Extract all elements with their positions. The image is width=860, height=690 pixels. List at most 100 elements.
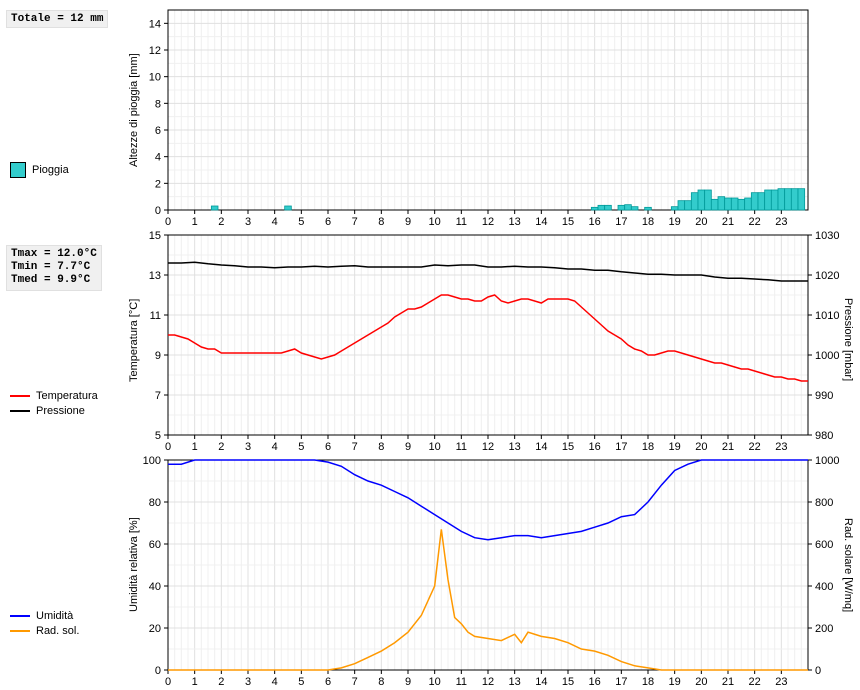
svg-text:0: 0 (155, 205, 161, 217)
svg-text:990: 990 (815, 390, 833, 402)
svg-text:4: 4 (272, 216, 278, 228)
svg-text:800: 800 (815, 497, 833, 509)
svg-text:18: 18 (642, 441, 654, 453)
svg-text:1000: 1000 (815, 455, 839, 467)
svg-text:12: 12 (482, 676, 494, 688)
svg-text:15: 15 (562, 676, 574, 688)
svg-text:23: 23 (775, 676, 787, 688)
svg-text:3: 3 (245, 216, 251, 228)
charts-svg: 0246810121401234567891011121314151617181… (0, 0, 860, 690)
svg-text:9: 9 (405, 676, 411, 688)
svg-text:0: 0 (165, 441, 171, 453)
svg-text:12: 12 (482, 216, 494, 228)
svg-text:100: 100 (143, 455, 161, 467)
svg-text:15: 15 (149, 230, 161, 242)
svg-text:21: 21 (722, 441, 734, 453)
svg-text:22: 22 (749, 441, 761, 453)
svg-text:17: 17 (615, 676, 627, 688)
svg-text:14: 14 (535, 676, 547, 688)
svg-text:12: 12 (482, 441, 494, 453)
svg-text:8: 8 (378, 216, 384, 228)
svg-text:20: 20 (695, 676, 707, 688)
svg-text:40: 40 (149, 581, 161, 593)
svg-text:2: 2 (218, 216, 224, 228)
svg-text:16: 16 (589, 216, 601, 228)
svg-text:2: 2 (155, 178, 161, 190)
svg-text:1: 1 (192, 676, 198, 688)
svg-text:9: 9 (405, 216, 411, 228)
svg-text:4: 4 (272, 441, 278, 453)
svg-text:14: 14 (535, 216, 547, 228)
svg-text:23: 23 (775, 216, 787, 228)
svg-text:60: 60 (149, 539, 161, 551)
svg-text:10: 10 (429, 216, 441, 228)
svg-text:5: 5 (298, 216, 304, 228)
svg-text:3: 3 (245, 676, 251, 688)
svg-text:14: 14 (535, 441, 547, 453)
svg-text:1000: 1000 (815, 350, 839, 362)
svg-text:0: 0 (815, 665, 821, 677)
svg-text:12: 12 (149, 45, 161, 57)
svg-text:10: 10 (429, 676, 441, 688)
svg-text:7: 7 (352, 216, 358, 228)
svg-text:14: 14 (149, 18, 161, 30)
svg-text:20: 20 (695, 441, 707, 453)
svg-text:6: 6 (325, 216, 331, 228)
svg-text:16: 16 (589, 676, 601, 688)
svg-text:200: 200 (815, 623, 833, 635)
svg-text:10: 10 (429, 441, 441, 453)
svg-text:10: 10 (149, 72, 161, 84)
svg-text:1010: 1010 (815, 310, 839, 322)
svg-text:6: 6 (325, 441, 331, 453)
svg-text:6: 6 (325, 676, 331, 688)
svg-text:0: 0 (165, 676, 171, 688)
svg-text:15: 15 (562, 441, 574, 453)
svg-text:13: 13 (149, 270, 161, 282)
svg-text:80: 80 (149, 497, 161, 509)
svg-text:13: 13 (509, 216, 521, 228)
svg-text:2: 2 (218, 676, 224, 688)
svg-text:1030: 1030 (815, 230, 839, 242)
svg-text:9: 9 (405, 441, 411, 453)
svg-text:11: 11 (150, 310, 161, 322)
svg-text:18: 18 (642, 676, 654, 688)
svg-text:1020: 1020 (815, 270, 839, 282)
svg-text:9: 9 (155, 350, 161, 362)
svg-text:22: 22 (749, 676, 761, 688)
svg-text:3: 3 (245, 441, 251, 453)
svg-text:13: 13 (509, 676, 521, 688)
svg-text:8: 8 (378, 441, 384, 453)
svg-text:5: 5 (155, 430, 161, 442)
svg-text:0: 0 (155, 665, 161, 677)
svg-text:17: 17 (615, 441, 627, 453)
svg-text:15: 15 (562, 216, 574, 228)
svg-text:7: 7 (352, 441, 358, 453)
svg-text:980: 980 (815, 430, 833, 442)
svg-text:8: 8 (378, 676, 384, 688)
svg-text:5: 5 (298, 441, 304, 453)
svg-text:11: 11 (456, 216, 467, 228)
svg-text:13: 13 (509, 441, 521, 453)
svg-text:7: 7 (155, 390, 161, 402)
svg-text:11: 11 (456, 676, 467, 688)
svg-text:8: 8 (155, 98, 161, 110)
svg-text:7: 7 (352, 676, 358, 688)
svg-text:600: 600 (815, 539, 833, 551)
svg-text:400: 400 (815, 581, 833, 593)
svg-text:4: 4 (272, 676, 278, 688)
svg-text:0: 0 (165, 216, 171, 228)
svg-text:21: 21 (722, 676, 734, 688)
svg-text:18: 18 (642, 216, 654, 228)
svg-text:20: 20 (149, 623, 161, 635)
svg-text:4: 4 (155, 152, 161, 164)
svg-text:19: 19 (669, 441, 681, 453)
svg-text:11: 11 (456, 441, 467, 453)
svg-text:23: 23 (775, 441, 787, 453)
svg-text:16: 16 (589, 441, 601, 453)
svg-text:20: 20 (695, 216, 707, 228)
svg-text:22: 22 (749, 216, 761, 228)
svg-text:19: 19 (669, 216, 681, 228)
svg-text:21: 21 (722, 216, 734, 228)
svg-text:6: 6 (155, 125, 161, 137)
svg-text:19: 19 (669, 676, 681, 688)
